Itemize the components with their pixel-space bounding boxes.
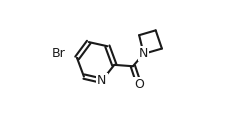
Text: N: N [97, 74, 107, 87]
Text: Br: Br [52, 47, 66, 60]
Text: N: N [139, 47, 148, 60]
Text: O: O [134, 78, 144, 91]
